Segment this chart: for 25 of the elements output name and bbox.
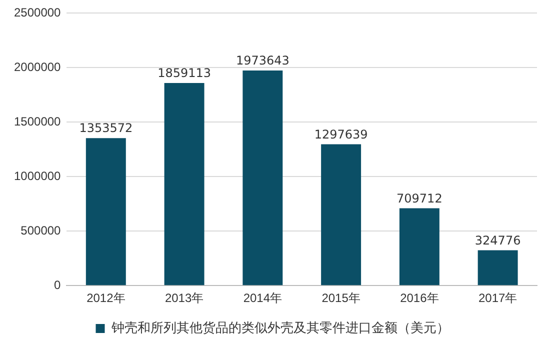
y-tick-label: 1500000 xyxy=(14,114,62,128)
bar xyxy=(242,70,283,286)
x-tick-label: 2014年 xyxy=(243,291,282,306)
x-tick-label: 2016年 xyxy=(400,291,439,306)
bar xyxy=(321,144,362,286)
legend-label: 钟壳和所列其他货品的类似外壳及其零件进口金额（美元） xyxy=(110,320,450,336)
data-label: 1297639 xyxy=(314,127,368,142)
data-label: 1859113 xyxy=(158,66,212,80)
x-tick-label: 2015年 xyxy=(322,291,360,306)
x-tick-label: 2012年 xyxy=(86,291,126,306)
y-tick-label: 0 xyxy=(54,278,62,292)
x-tick-label: 2013年 xyxy=(164,291,204,306)
data-label: 1973643 xyxy=(236,54,290,68)
data-label: 324776 xyxy=(474,233,521,248)
bar xyxy=(399,208,440,286)
x-tick-label: 2017年 xyxy=(478,291,518,306)
data-label: 1353572 xyxy=(79,121,133,136)
y-tick-label: 2500000 xyxy=(14,6,62,20)
bar xyxy=(86,138,126,286)
y-tick-label: 1000000 xyxy=(14,168,62,183)
data-label: 709712 xyxy=(396,191,442,206)
bar xyxy=(478,250,518,286)
bar xyxy=(164,83,204,286)
y-tick-label: 2000000 xyxy=(14,60,62,74)
y-tick-label: 500000 xyxy=(20,223,62,238)
